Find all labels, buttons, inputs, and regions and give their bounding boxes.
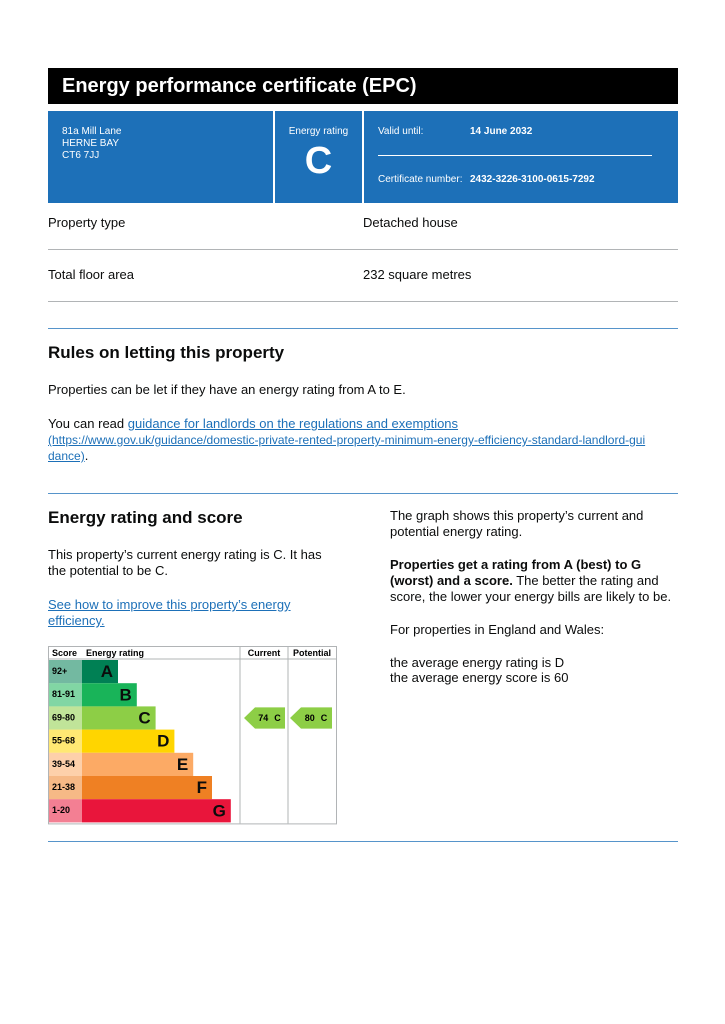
rating-chart: Score Energy rating Current Potential 92+ A 81… xyxy=(48,646,337,825)
text: . xyxy=(84,448,89,463)
heading: Energy rating and score xyxy=(48,508,243,527)
column-header: Energy rating xyxy=(86,648,144,658)
rating-arrow xyxy=(290,707,332,729)
link-url[interactable]: (https://www.gov.uk/guidance/domestic-pr… xyxy=(48,433,646,463)
band-bar xyxy=(82,799,231,823)
divider xyxy=(362,111,364,203)
paragraph: See how to improve this property’s energ… xyxy=(48,597,318,629)
row-label: Property type xyxy=(48,215,126,230)
paragraph: The graph shows this property’s current … xyxy=(390,508,644,539)
score-cell xyxy=(49,706,82,730)
band-score: 81-91 xyxy=(52,689,75,699)
band-score: 92+ xyxy=(52,666,67,676)
paragraph: Properties can be let if they have an en… xyxy=(48,382,406,397)
band-score: 55-68 xyxy=(52,736,75,746)
section-rule xyxy=(48,493,678,494)
score-cell xyxy=(49,660,82,684)
heading: Rules on letting this property xyxy=(48,343,285,362)
score: 74 xyxy=(258,713,268,723)
section-rule xyxy=(48,328,678,329)
band-bar xyxy=(82,660,118,684)
row-label: Total floor area xyxy=(48,267,134,282)
score: 80 xyxy=(305,713,315,723)
divider xyxy=(273,111,275,203)
paragraph: You can read guidance for landlords on t… xyxy=(48,416,648,464)
band-score: 21-38 xyxy=(52,782,75,792)
band-bar xyxy=(82,729,175,753)
rating-label: 80 C xyxy=(305,713,328,723)
column-header: Current xyxy=(248,648,281,658)
band-bar xyxy=(82,752,194,776)
band-score: 39-54 xyxy=(52,759,75,769)
address-line: CT6 7JJ xyxy=(62,150,100,161)
paragraph: For properties in England and Wales: xyxy=(390,622,605,637)
band-letter: F xyxy=(197,778,207,797)
cert-label: Certificate number: xyxy=(378,174,463,185)
rating: C xyxy=(321,713,328,723)
rating: C xyxy=(304,140,333,182)
row-value: Detached house xyxy=(363,215,458,230)
frame xyxy=(48,646,337,825)
band-bar xyxy=(82,706,156,730)
score-cell xyxy=(49,683,82,707)
band-score: 69-80 xyxy=(52,712,75,722)
column-header: Potential xyxy=(293,648,331,658)
paragraph: Properties get a rating from A (best) to… xyxy=(390,557,682,605)
band-bar xyxy=(82,683,137,707)
band-letter: C xyxy=(138,708,150,727)
rating: C xyxy=(274,713,281,723)
rating-arrow xyxy=(244,707,285,729)
score-cell xyxy=(49,729,82,753)
text: The better the rating and score, the low… xyxy=(390,573,672,604)
summary-box: 81a Mill Lane HERNE BAY CT6 7JJ Energy r… xyxy=(48,111,678,203)
bold-text: Properties get a rating from A (best) to… xyxy=(390,557,642,588)
band-letter: D xyxy=(157,732,169,751)
address-line: 81a Mill Lane xyxy=(62,126,122,137)
title: Energy performance certificate (EPC) xyxy=(48,68,678,104)
rule xyxy=(48,249,678,250)
band-bar xyxy=(82,776,212,800)
paragraph: This property’s current energy rating is… xyxy=(48,547,322,578)
band-letter: E xyxy=(177,755,188,774)
cert-number: 2432-3226-3100-0615-7292 xyxy=(470,174,595,185)
paragraph: the average energy rating is D xyxy=(390,655,565,670)
valid-label: Valid until: xyxy=(378,126,424,137)
rating-label: 74 C xyxy=(258,713,281,723)
paragraph: the average energy score is 60 xyxy=(390,670,569,685)
address-line: HERNE BAY xyxy=(62,138,120,149)
score-cell xyxy=(49,776,82,800)
band-letter: A xyxy=(101,662,113,681)
link[interactable]: See how to improve this property’s energ… xyxy=(48,597,291,628)
rating-label: Energy rating xyxy=(288,126,349,137)
score-cell xyxy=(49,799,82,823)
link[interactable]: guidance for landlords on the regulation… xyxy=(127,416,459,431)
section-rule xyxy=(48,841,678,842)
text: You can read xyxy=(48,416,128,431)
rule xyxy=(48,301,678,302)
band-letter: B xyxy=(120,685,132,704)
score-cell xyxy=(49,752,82,776)
row-value: 232 square metres xyxy=(363,267,472,282)
band-letter: G xyxy=(213,801,226,820)
valid-until: 14 June 2032 xyxy=(470,126,533,137)
divider xyxy=(378,155,652,156)
band-score: 1-20 xyxy=(52,805,70,815)
column-header: Score xyxy=(52,648,77,658)
address: 81a Mill Lane HERNE BAY CT6 7JJ xyxy=(62,126,121,162)
